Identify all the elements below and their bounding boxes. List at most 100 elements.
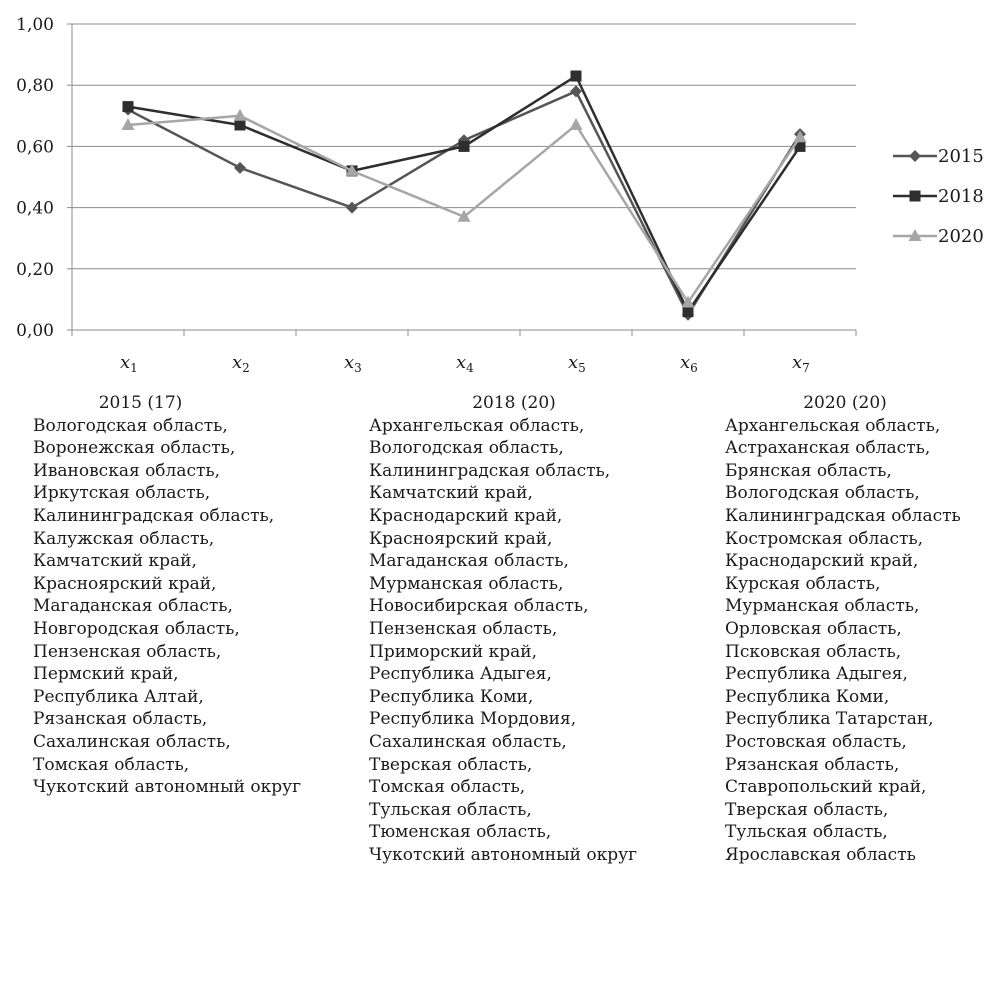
list-item: Пензенская область, [33,641,222,662]
y-tick-label: 0,60 [16,137,54,157]
series-line [127,90,802,316]
list-item: Камчатский край, [369,483,533,504]
list-item: Пермский край, [33,664,179,685]
data-point [234,161,246,174]
data-point [345,163,359,176]
list-item: Калининградская область, [369,460,611,481]
data-point [122,101,134,113]
x-tick-label-subscript: 4 [466,361,474,375]
y-tick-label: 1,00 [16,15,54,35]
x-tick-label-base: x [456,352,466,373]
list-item: Томская область, [33,754,190,775]
x-tick-label: x3 [344,352,362,375]
list-item: Тверская область, [725,799,889,820]
data-point [793,130,807,143]
list-item: Курская область, [725,573,881,594]
list-item: Ивановская область, [33,460,221,481]
list-item: Вологодская область, [33,415,228,436]
list-item: Пензенская область, [369,618,558,639]
list-item: Ярославская область [725,844,916,865]
list-column-2015: 2015 (17) Вологодская область, Воронежска… [33,392,363,799]
x-tick-label-base: x [344,352,354,373]
list-item: Псковская область, [725,641,902,662]
y-tick-label: 0,40 [16,199,54,219]
list-item: Рязанская область, [33,709,208,730]
x-tick-label-subscript: 5 [578,361,586,375]
list-item: Республика Адыгея, [369,664,552,685]
x-tick-label: x5 [568,352,586,375]
x-tick-label-subscript: 6 [690,361,698,375]
list-item: Мурманская область, [369,573,564,594]
y-axis-ticks: 0,00 0,20 0,40 0,60 0,80 1,00 [16,15,54,341]
x-tick-label-subscript: 2 [242,361,250,375]
x-tick-label-base: x [568,352,578,373]
list-item: Новгородская область, [33,618,240,639]
list-item: Тульская область, [369,799,532,820]
region-list-2015: Вологодская область, Воронежская область,… [33,415,363,799]
list-item: Брянская область, [725,460,892,481]
list-item: Архангельская область, [725,415,941,436]
list-item: Тульская область, [725,822,888,843]
list-item: Красноярский край, [369,528,553,549]
data-point [346,201,358,214]
legend-swatch-marker [909,190,921,202]
list-heading-2018: 2018 (20) [472,393,556,413]
x-tick-label-base: x [120,352,130,373]
list-item: Ростовская область, [725,731,907,752]
list-item: Краснодарский край, [725,551,919,572]
list-item: Камчатский край, [33,551,197,572]
data-point [682,306,694,318]
list-item: Новосибирская область, [369,596,589,617]
list-item: Тюменская область, [369,822,552,843]
series-line [127,74,802,313]
list-item: Орловская область, [725,618,902,639]
list-item: Сахалинская область, [369,731,567,752]
list-item: Иркутская область, [33,483,211,504]
x-tick-label-subscript: 1 [130,361,138,375]
legend-item-2020: 2020 [893,226,984,247]
list-item: Томская область, [369,777,526,798]
list-item: Астраханская область, [725,438,931,459]
x-tick-label-base: x [792,352,802,373]
line-chart: 0,000,200,400,600,801,00 x1 x2 x3 x4 x5 x6 x7 … [16,15,984,375]
list-heading-2015: 2015 (17) [98,393,183,413]
list-item: Рязанская область, [725,754,900,775]
list-column-2020: 2020 (20) Архангельская область, Астрахан… [725,392,985,866]
list-item: Чукотский автономный округ [33,777,301,798]
legend-swatch-marker [908,229,922,241]
series-group [121,70,807,321]
series-2020 [121,108,807,308]
x-tick-label-subscript: 7 [802,361,810,375]
list-item: Сахалинская область, [33,731,231,752]
list-item: Тверская область, [369,754,533,775]
region-list-2020: Архангельская область, Астраханская облас… [725,415,985,867]
x-tick-label: x2 [232,352,250,375]
axes [67,23,857,336]
list-item: Воронежская область, [33,438,236,459]
series-2015 [122,85,806,321]
region-list-2018: Архангельская область, Вологодская област… [369,415,699,867]
list-item: Костромская область, [725,528,924,549]
legend-item-2015: 2015 [893,146,984,167]
data-point [681,295,695,308]
x-axis-ticks: x1 x2 x3 x4 x5 x6 x7 [120,352,810,375]
x-tick-label: x4 [456,352,474,375]
list-item: Калининградская область [725,505,961,526]
data-point [569,117,583,130]
list-item: Республика Коми, [369,686,534,707]
list-item: Магаданская область, [33,596,233,617]
list-item: Чукотский автономный округ [369,844,637,865]
y-tick-label: 0,20 [16,260,54,280]
list-item: Краснодарский край, [369,505,563,526]
x-tick-label-base: x [232,352,242,373]
list-item: Республика Коми, [725,686,890,707]
legend: 2015 2018 2020 [893,146,984,247]
x-tick-label-subscript: 3 [354,361,362,375]
x-tick-label: x1 [120,352,138,375]
list-heading-2020: 2020 (20) [803,393,887,413]
x-tick-label: x7 [792,352,810,375]
x-tick-label: x6 [680,352,698,375]
list-item: Приморский край, [369,641,537,662]
list-item: Вологодская область, [369,438,564,459]
list-item: Мурманская область, [725,596,920,617]
